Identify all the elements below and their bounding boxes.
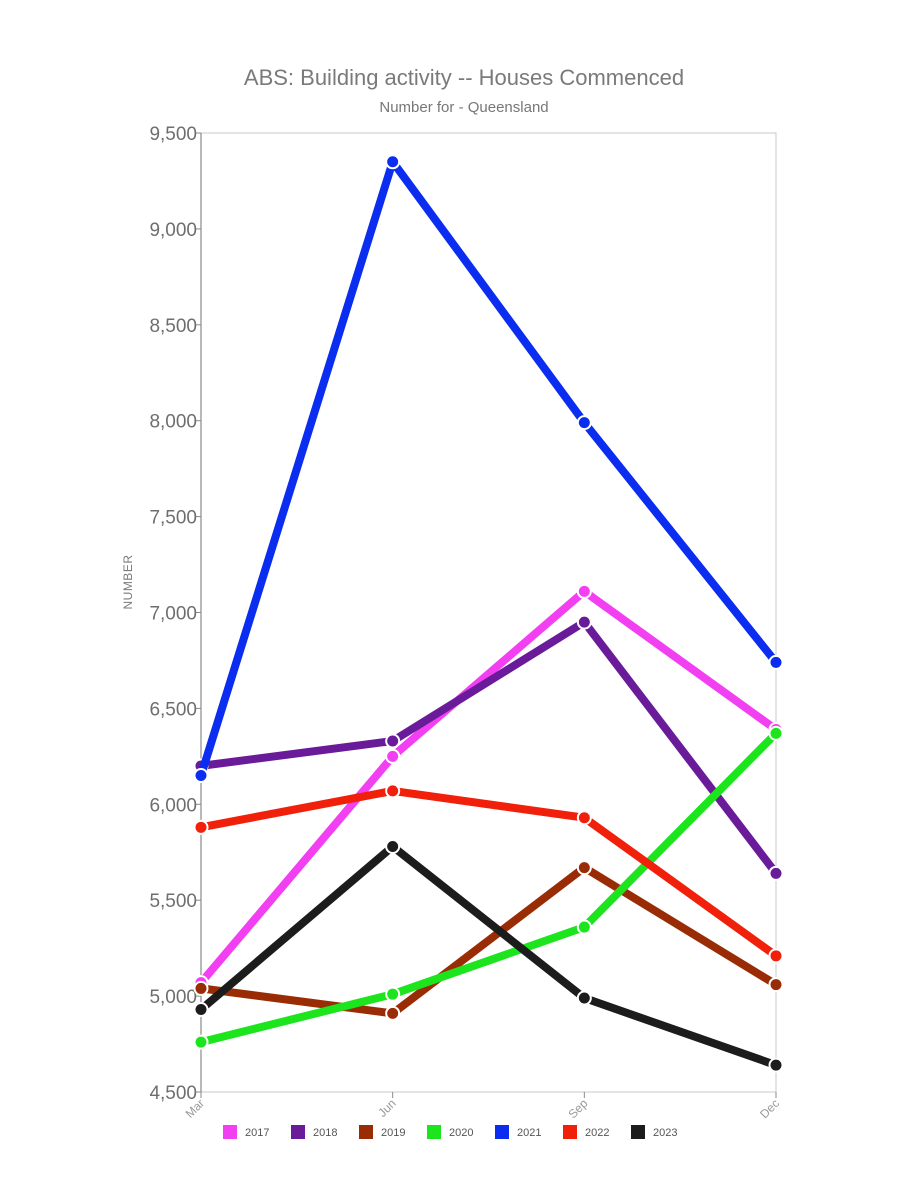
chart-title: ABS: Building activity -- Houses Commenc…: [244, 65, 684, 90]
legend-item-2021: 2021: [495, 1125, 541, 1139]
legend-item-2018: 2018: [291, 1125, 337, 1139]
legend-item-2017: 2017: [223, 1125, 269, 1139]
series-line-2019: [197, 863, 780, 1018]
x-tick-label: Sep: [565, 1096, 590, 1121]
data-point-2018: [385, 733, 401, 749]
y-axis-label: NUMBER: [121, 554, 135, 609]
y-tick-label: 5,000: [149, 987, 197, 1008]
legend-swatch: [291, 1125, 305, 1139]
data-point-2020: [576, 919, 592, 935]
series-2021: [193, 154, 784, 784]
series-2018: [193, 614, 784, 881]
series-line-2020: [197, 729, 780, 1047]
data-point-2019: [768, 977, 784, 993]
legend-swatch: [359, 1125, 373, 1139]
legend-swatch: [427, 1125, 441, 1139]
data-point-2018: [768, 865, 784, 881]
legend-item-2019: 2019: [359, 1125, 405, 1139]
data-point-2023: [576, 990, 592, 1006]
series-layer: [193, 154, 784, 1073]
series-line-2018: [197, 618, 780, 878]
data-point-2022: [385, 783, 401, 799]
y-tick-label: 9,500: [149, 124, 197, 145]
data-point-2020: [193, 1034, 209, 1050]
chart-subtitle: Number for - Queensland: [379, 99, 548, 116]
legend-label: 2018: [313, 1127, 337, 1139]
y-tick-label: 4,500: [149, 1083, 197, 1104]
data-point-2019: [193, 980, 209, 996]
y-tick-label: 6,500: [149, 699, 197, 720]
series-2023: [193, 838, 784, 1073]
legend-label: 2017: [245, 1127, 269, 1139]
legend: 2017 2018 2019 2020 2021 2022 2023: [223, 1125, 677, 1139]
data-point-2018: [576, 614, 592, 630]
legend-item-2022: 2022: [563, 1125, 609, 1139]
series-line-2023: [197, 842, 780, 1070]
y-tick-label: 6,000: [149, 795, 197, 816]
legend-label: 2023: [653, 1127, 677, 1139]
series-2020: [193, 725, 784, 1050]
legend-swatch: [223, 1125, 237, 1139]
data-point-2019: [576, 860, 592, 876]
data-point-2019: [385, 1005, 401, 1021]
data-point-2021: [768, 654, 784, 670]
legend-swatch: [631, 1125, 645, 1139]
y-tick-label: 8,000: [149, 412, 197, 433]
axes: 4,500 5,000 5,500 6,000 6,500 7,000 7,500 8,000…: [149, 124, 782, 1121]
data-point-2023: [768, 1057, 784, 1073]
data-point-2021: [385, 154, 401, 170]
data-point-2021: [193, 768, 209, 784]
series-line-2022: [197, 786, 780, 960]
data-point-2022: [193, 819, 209, 835]
series-2022: [193, 783, 784, 964]
legend-label: 2022: [585, 1127, 609, 1139]
legend-label: 2021: [517, 1127, 541, 1139]
series-line-2021: [197, 157, 780, 780]
legend-item-2023: 2023: [631, 1125, 677, 1139]
y-tick-label: 8,500: [149, 316, 197, 337]
data-point-2023: [193, 1002, 209, 1018]
data-point-2020: [768, 725, 784, 741]
series-2017: [193, 583, 784, 991]
y-tick-label: 5,500: [149, 891, 197, 912]
y-tick-label: 9,000: [149, 220, 197, 241]
data-point-2017: [385, 748, 401, 764]
data-point-2017: [576, 583, 592, 599]
legend-swatch: [495, 1125, 509, 1139]
data-point-2020: [385, 986, 401, 1002]
data-point-2022: [768, 948, 784, 964]
legend-label: 2020: [449, 1127, 473, 1139]
y-tick-label: 7,500: [149, 508, 197, 529]
data-point-2021: [576, 415, 592, 431]
data-point-2022: [576, 810, 592, 826]
series-2019: [193, 860, 784, 1021]
legend-swatch: [563, 1125, 577, 1139]
plot-frame: [200, 132, 777, 1093]
y-tick-label: 7,000: [149, 604, 197, 625]
x-tick-label: Dec: [757, 1096, 782, 1121]
legend-item-2020: 2020: [427, 1125, 473, 1139]
legend-label: 2019: [381, 1127, 405, 1139]
series-line-2017: [197, 587, 780, 987]
data-point-2023: [385, 838, 401, 854]
x-tick-label: Jun: [375, 1096, 399, 1120]
